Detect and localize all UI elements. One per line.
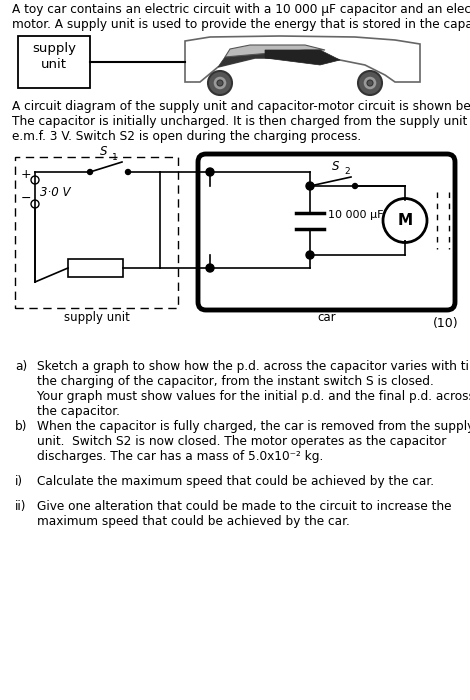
Bar	[68, 259, 123, 277]
Polygon shape	[225, 45, 325, 57]
Text: i): i)	[15, 475, 23, 488]
Text: S: S	[332, 160, 339, 173]
Circle shape	[367, 80, 373, 86]
Text: a): a)	[15, 360, 27, 373]
Text: b): b)	[15, 420, 28, 433]
Circle shape	[306, 182, 314, 190]
Text: ii): ii)	[15, 500, 26, 513]
Text: car: car	[317, 311, 336, 324]
Circle shape	[363, 76, 377, 90]
Circle shape	[358, 71, 382, 95]
Text: unit: unit	[41, 58, 67, 71]
Text: A toy car contains an electric circuit with a 10 000 μF capacitor and an electri: A toy car contains an electric circuit w…	[12, 3, 470, 31]
Circle shape	[206, 168, 214, 176]
Text: When the capacitor is fully charged, the car is removed from the supply
unit.  S: When the capacitor is fully charged, the…	[37, 420, 470, 463]
Text: S: S	[100, 145, 108, 158]
Text: −: −	[21, 192, 31, 204]
Text: supply: supply	[32, 42, 76, 55]
Polygon shape	[265, 50, 340, 65]
Text: 2: 2	[344, 167, 350, 176]
Bar	[15, 157, 178, 308]
Circle shape	[217, 80, 223, 86]
Text: A circuit diagram of the supply unit and capacitor-motor circuit is shown below.: A circuit diagram of the supply unit and…	[12, 100, 470, 143]
Text: supply unit: supply unit	[63, 311, 129, 324]
Text: Sketch a graph to show how the p.d. across the capacitor varies with time during: Sketch a graph to show how the p.d. acro…	[37, 360, 470, 418]
Text: (10): (10)	[432, 317, 458, 330]
Circle shape	[307, 183, 313, 188]
Circle shape	[213, 76, 227, 90]
Text: Give one alteration that could be made to the circuit to increase the
maximum sp: Give one alteration that could be made t…	[37, 500, 452, 528]
Circle shape	[208, 71, 232, 95]
Circle shape	[125, 169, 131, 174]
Text: Calculate the maximum speed that could be achieved by the car.: Calculate the maximum speed that could b…	[37, 475, 434, 488]
Text: 10 000 μF: 10 000 μF	[328, 211, 384, 220]
Circle shape	[306, 251, 314, 259]
Bar	[18, 36, 90, 88]
Polygon shape	[218, 50, 330, 67]
Text: 3·0 V: 3·0 V	[40, 186, 70, 199]
Text: 1: 1	[112, 153, 118, 162]
Text: M: M	[398, 213, 413, 228]
Text: +: +	[21, 167, 31, 181]
Circle shape	[352, 183, 358, 188]
Circle shape	[87, 169, 93, 174]
FancyBboxPatch shape	[198, 154, 455, 310]
Circle shape	[206, 264, 214, 272]
